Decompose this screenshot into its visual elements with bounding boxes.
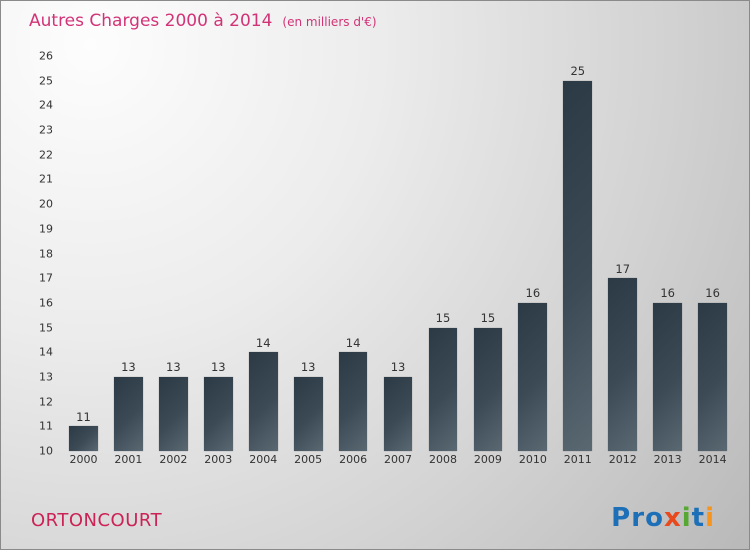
bar xyxy=(473,327,503,451)
bar-chart: 10 11 12 13 14 15 16 17 18 19 20 21 22 23 24 25 26 11 13 1… xyxy=(13,51,735,457)
x-tick-label: 2010 xyxy=(518,453,547,466)
bar-slot: 16 xyxy=(645,56,690,451)
x-tick-label: 2011 xyxy=(563,453,592,466)
bar xyxy=(698,302,727,451)
bar-slot: 15 xyxy=(465,56,510,451)
bar-slot: 13 xyxy=(151,56,196,451)
bar-value-label: 25 xyxy=(570,64,586,79)
y-tick-label: 13 xyxy=(39,370,53,384)
bar xyxy=(653,302,683,451)
x-tick-label: 2007 xyxy=(384,453,413,466)
x-tick-label: 2009 xyxy=(473,453,502,466)
y-tick-label: 20 xyxy=(39,197,53,211)
bar xyxy=(203,376,233,451)
x-tick-label: 2014 xyxy=(698,453,727,466)
bar-slot: 16 xyxy=(690,56,735,451)
chart-header: Autres Charges 2000 à 2014 (en milliers … xyxy=(29,11,377,31)
bar-value-label: 14 xyxy=(255,335,271,350)
bar-slot: 17 xyxy=(600,56,645,451)
bar-slot: 25 xyxy=(555,56,600,451)
plot-area: 11 13 13 13 14 13 14 13 15 15 16 25 17 16 16 xyxy=(61,56,735,451)
bar-value-label: 16 xyxy=(705,286,720,301)
x-tick-label: 2000 xyxy=(69,453,98,466)
x-tick-label: 2002 xyxy=(159,453,188,466)
x-tick-label: 2003 xyxy=(204,453,233,466)
bar-value-label: 14 xyxy=(345,335,361,350)
y-tick-label: 18 xyxy=(39,247,53,260)
logo-letter: i xyxy=(705,503,715,533)
x-tick-label: 2008 xyxy=(428,453,457,466)
bar-slot: 13 xyxy=(196,56,241,451)
y-tick-label: 21 xyxy=(39,172,53,186)
bar-slot: 11 xyxy=(61,56,106,451)
chart-title: Autres Charges 2000 à 2014 xyxy=(29,11,273,31)
x-axis: 2000 2001 2002 2003 2004 2005 2006 2007 2008 2009… xyxy=(61,453,735,466)
bar-value-label: 13 xyxy=(166,360,181,375)
bar xyxy=(383,376,413,451)
bar xyxy=(158,376,188,451)
bar-slot: 14 xyxy=(241,56,286,451)
bar-value-label: 13 xyxy=(300,360,316,375)
bar xyxy=(563,80,593,451)
logo-letter: r xyxy=(631,503,646,533)
logo-letter: x xyxy=(663,503,682,533)
x-tick-label: 2013 xyxy=(653,453,682,466)
bar xyxy=(248,352,278,451)
bar-slot: 16 xyxy=(510,56,555,451)
y-tick-label: 12 xyxy=(39,395,53,409)
footer: ORTONCOURT Proxiti xyxy=(1,505,749,531)
logo-letter: t xyxy=(691,503,706,533)
bar-value-label: 16 xyxy=(660,286,675,301)
y-tick-label: 11 xyxy=(39,419,53,433)
proxiti-logo: Proxiti xyxy=(611,505,715,531)
x-tick-label: 2005 xyxy=(294,453,323,466)
bar xyxy=(428,327,458,451)
y-tick-label: 16 xyxy=(39,296,53,310)
bar-value-label: 13 xyxy=(210,360,226,375)
logo-letter: i xyxy=(681,503,692,533)
y-tick-label: 17 xyxy=(39,271,53,285)
bar xyxy=(518,302,548,451)
bar-slot: 15 xyxy=(421,56,466,451)
y-tick-label: 14 xyxy=(39,345,53,359)
x-tick-label: 2001 xyxy=(114,453,143,466)
logo-letter: o xyxy=(645,503,664,533)
bar xyxy=(338,352,368,451)
y-tick-label: 24 xyxy=(39,98,53,112)
org-name: ORTONCOURT xyxy=(31,510,163,531)
y-tick-label: 26 xyxy=(39,49,53,63)
bar-value-label: 15 xyxy=(435,311,451,326)
bar-slot: 13 xyxy=(286,56,331,451)
y-tick-label: 15 xyxy=(39,321,53,335)
bar-value-label: 11 xyxy=(76,409,91,424)
bar-value-label: 15 xyxy=(480,311,496,326)
bar-value-label: 13 xyxy=(121,360,136,375)
bar-slot: 14 xyxy=(331,56,376,451)
bar xyxy=(608,278,638,451)
y-tick-label: 22 xyxy=(39,148,53,162)
y-tick-label: 10 xyxy=(39,444,53,458)
bar-slot: 13 xyxy=(376,56,421,451)
y-axis: 10 11 12 13 14 15 16 17 18 19 20 21 22 23 24 25 26 xyxy=(13,51,61,457)
bar-value-label: 17 xyxy=(615,261,631,276)
bar xyxy=(114,376,143,451)
logo-letter: P xyxy=(611,503,632,533)
x-tick-label: 2004 xyxy=(249,453,278,466)
y-tick-label: 25 xyxy=(39,74,53,88)
bar xyxy=(69,426,98,451)
bar xyxy=(293,376,323,451)
bar-slot: 13 xyxy=(106,56,151,451)
bar-value-label: 16 xyxy=(525,286,541,301)
x-tick-label: 2012 xyxy=(608,453,637,466)
y-tick-label: 19 xyxy=(39,222,53,236)
x-tick-label: 2006 xyxy=(339,453,368,466)
chart-subtitle: (en milliers d'€) xyxy=(282,15,377,29)
y-tick-label: 23 xyxy=(39,123,53,137)
bar-value-label: 13 xyxy=(390,360,406,375)
